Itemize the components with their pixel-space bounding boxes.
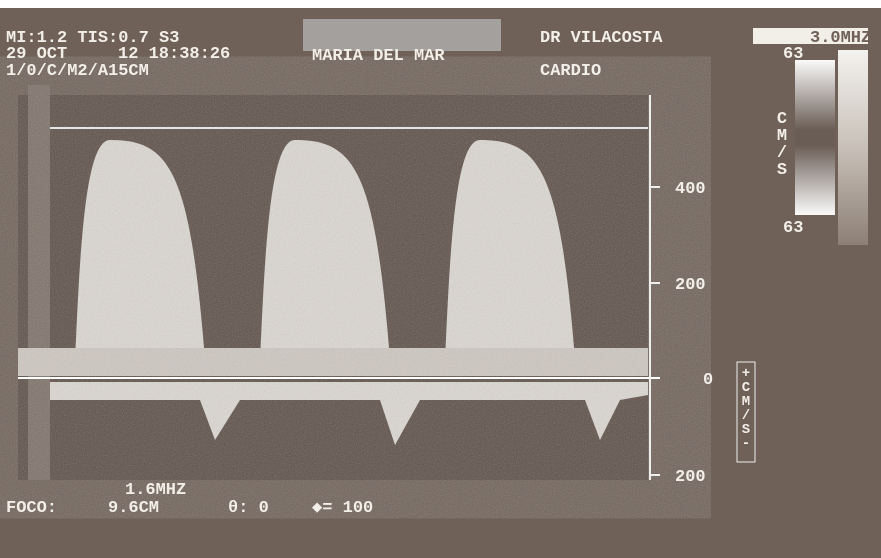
- unit-box: [736, 361, 756, 463]
- redaction: [303, 19, 501, 51]
- focus: 9.6CM: [108, 499, 159, 518]
- border: [0, 0, 881, 8]
- focus-label: FOCO:: [6, 499, 57, 518]
- study: CARDIO: [540, 62, 601, 81]
- scale-label: 200: [675, 468, 706, 487]
- colorbar-top: 63: [783, 45, 803, 64]
- rate: ◆= 100: [312, 499, 373, 518]
- mi-tis: MI:1.2 TIS:0.7 S3: [6, 29, 179, 48]
- date: 29 OCT: [6, 45, 67, 64]
- patient: MARIA DEL MAR: [312, 47, 445, 66]
- scale-unit: +CM/S-: [738, 366, 754, 450]
- scale-label: 200: [675, 276, 706, 295]
- speckle: [18, 95, 648, 480]
- doctor: DR VILACOSTA: [540, 29, 663, 48]
- scale-label: 0: [703, 371, 713, 390]
- time: 12 18:38:26: [118, 45, 230, 64]
- colorbar-bottom: 63: [783, 219, 803, 238]
- frequency: 3.0MHZ: [810, 29, 871, 48]
- probe-frequency: 1.6MHZ: [125, 481, 186, 500]
- grayscale-bar: [838, 50, 868, 245]
- scale-label: 400: [675, 180, 706, 199]
- freq-box: [753, 28, 868, 44]
- colorbar-unit: CM/S: [773, 110, 792, 178]
- velocity-colorbar: [795, 60, 835, 215]
- angle: θ: 0: [228, 499, 269, 518]
- mode: 1/0/C/M2/A15CM: [6, 62, 149, 81]
- scale-ticks: [650, 186, 660, 476]
